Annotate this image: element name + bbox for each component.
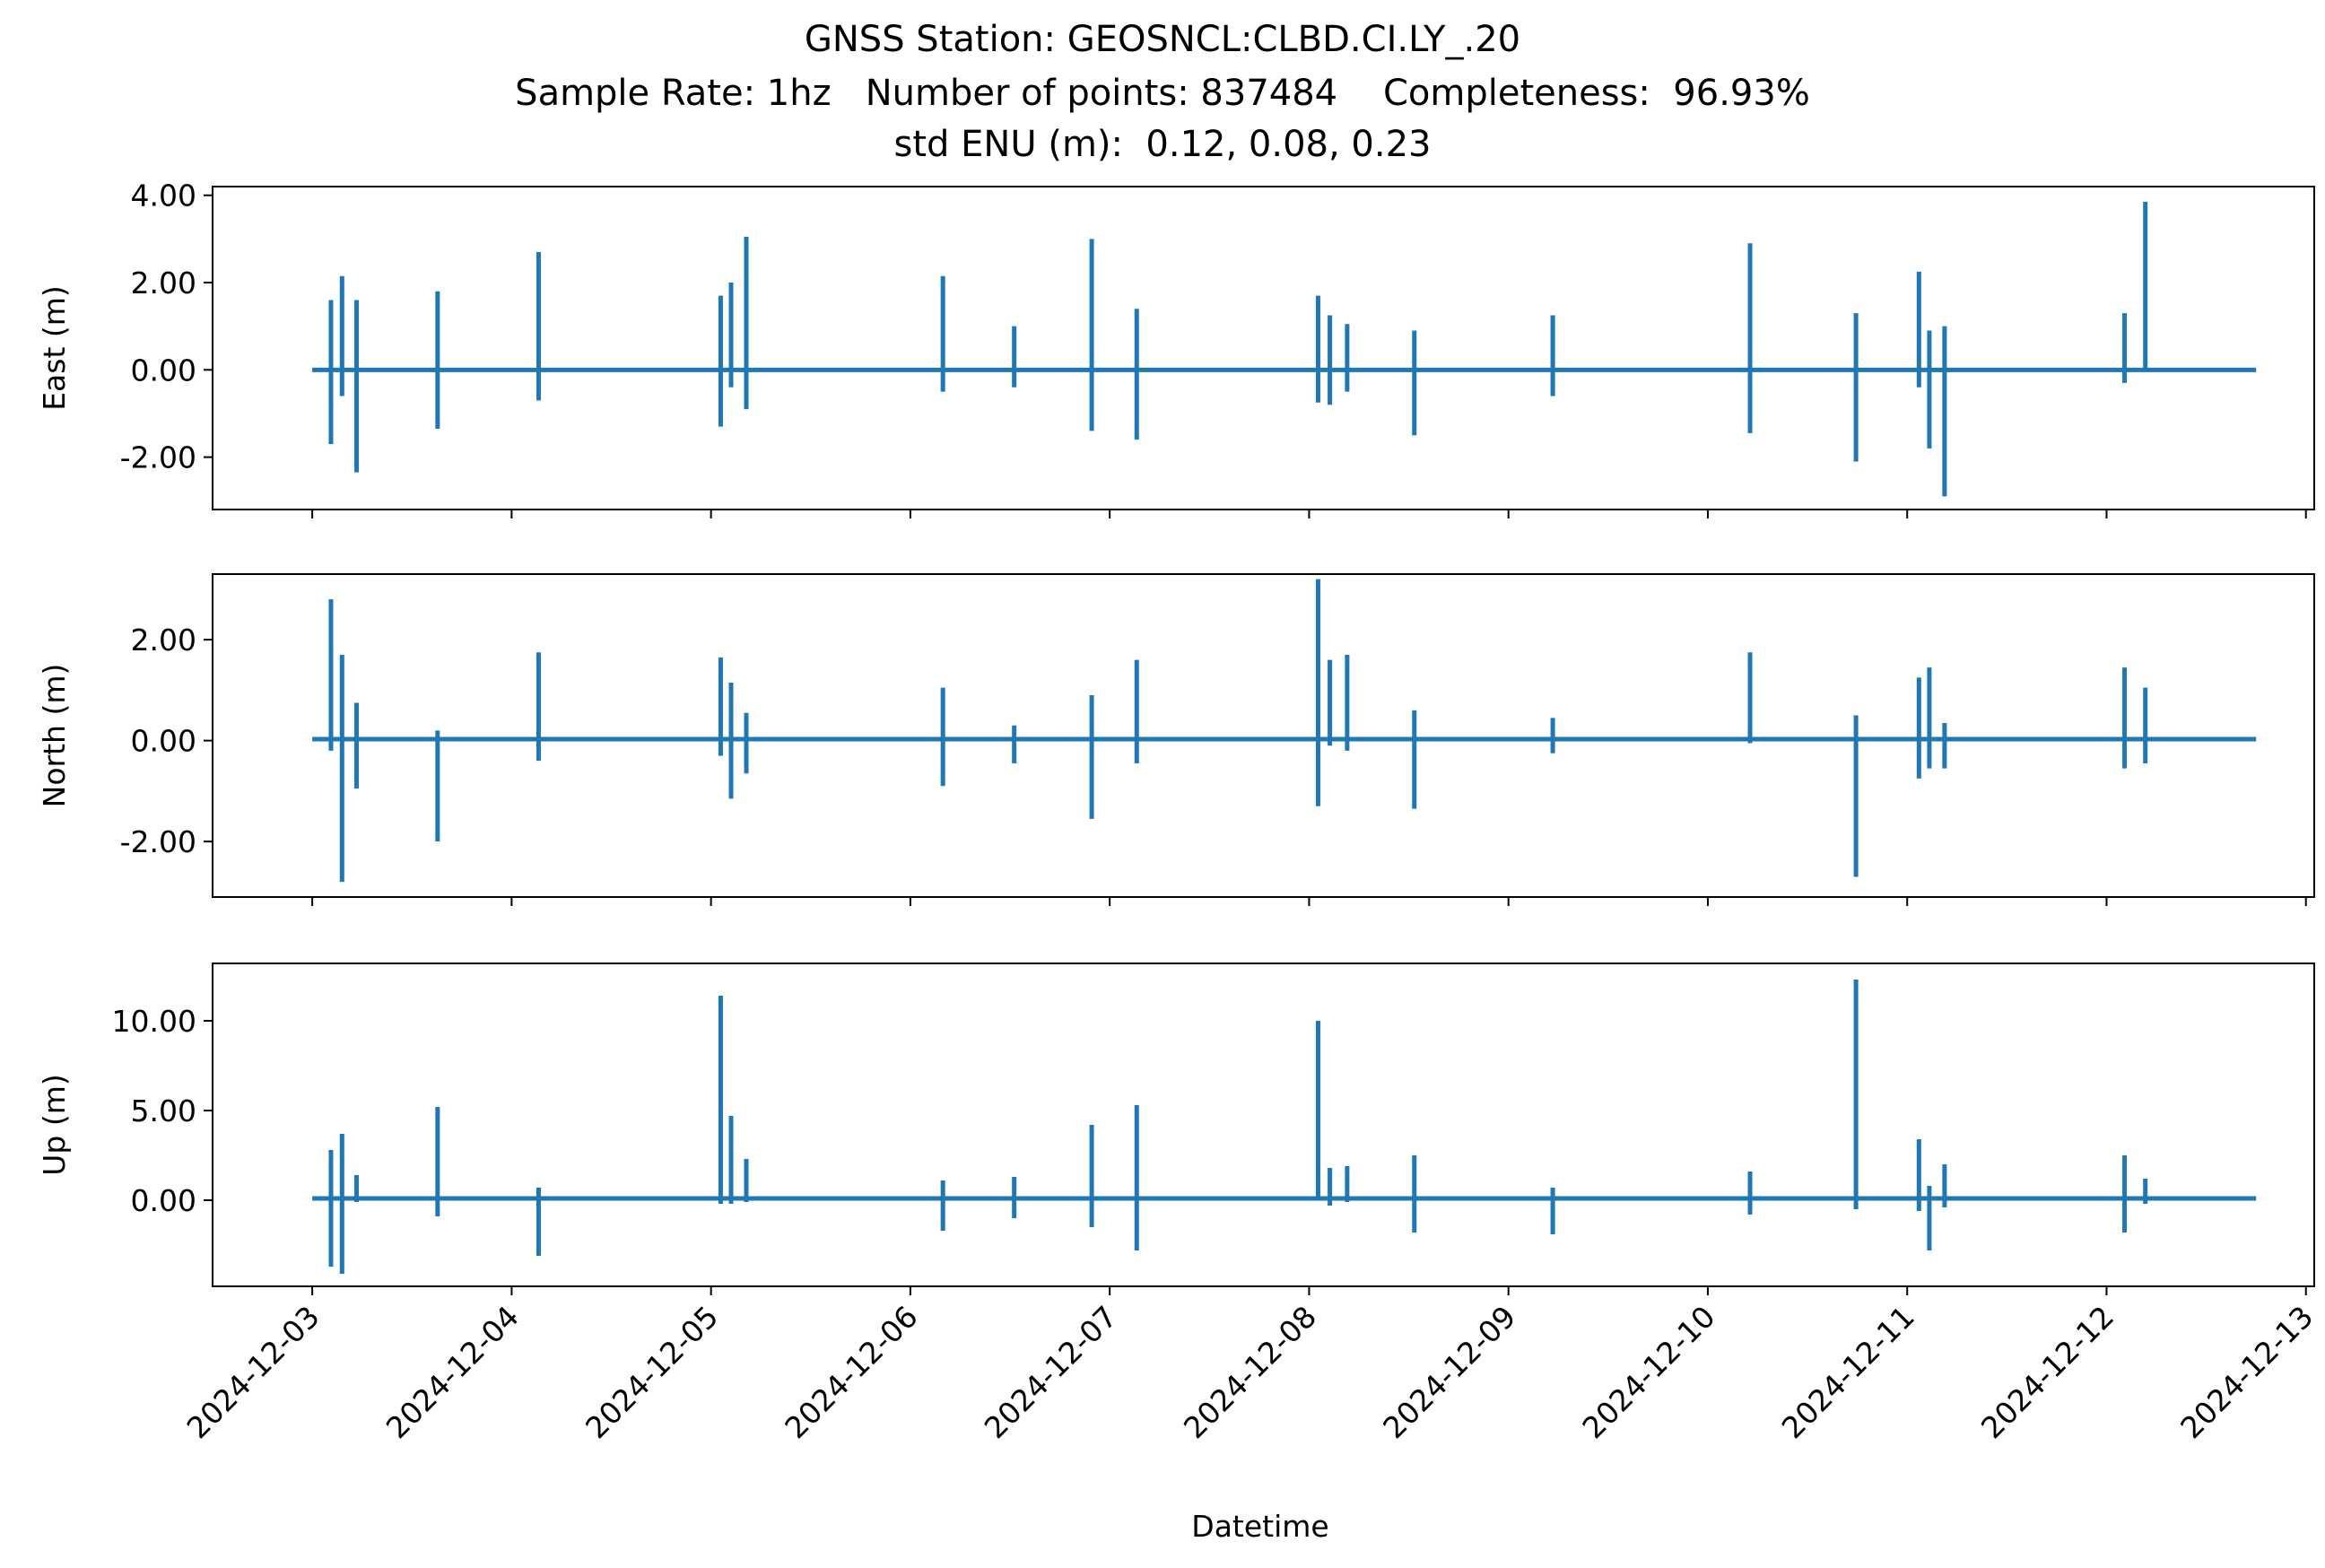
chart-subtitle-sampling: Sample Rate: 1hz Number of points: 83748… xyxy=(515,73,1810,114)
y-tick-label: 0.00 xyxy=(131,1183,196,1218)
y-tick-label: 10.00 xyxy=(112,1004,196,1039)
axes-frame xyxy=(212,963,2315,1287)
x-tick-label: 2024-12-13 xyxy=(2173,1299,2320,1445)
series-2 xyxy=(312,579,2257,883)
axes-frame xyxy=(212,186,2315,510)
y-tick-label: 0.00 xyxy=(131,724,196,759)
chart-title: GNSS Station: GEOSNCL:CLBD.CI.LY_.20 xyxy=(804,19,1521,60)
series-3 xyxy=(312,980,2257,1274)
axes-frame xyxy=(212,573,2315,898)
panels-layer: -2.00 0.00 2.00 4.00 East (m) -2.00 0.00 2.00 No… xyxy=(37,179,2320,1446)
panel-1: -2.00 0.00 2.00 4.00 East (m) xyxy=(37,179,2315,518)
x-tick-label: 2024-12-12 xyxy=(1974,1299,2120,1445)
x-tick-label: 2024-12-06 xyxy=(778,1299,924,1445)
panel-3: 0.00 5.00 10.00 Up (m) 2024-12-03 2024-12-04 2… xyxy=(37,963,2320,1445)
y-tick-label: -2.00 xyxy=(120,824,196,859)
y-tick-label: 0.00 xyxy=(131,353,196,388)
x-tick-label: 2024-12-09 xyxy=(1376,1299,1522,1445)
y-axis-label: Up (m) xyxy=(37,1074,72,1176)
y-tick-label: -2.00 xyxy=(120,440,196,475)
x-tick-label: 2024-12-08 xyxy=(1177,1299,1323,1445)
x-tick-label: 2024-12-10 xyxy=(1575,1299,1721,1445)
x-tick-label: 2024-12-04 xyxy=(379,1299,526,1445)
series-1 xyxy=(312,202,2257,497)
panel-2: -2.00 0.00 2.00 North (m) xyxy=(37,573,2315,906)
x-axis-label: Datetime xyxy=(1191,1509,1328,1544)
y-tick-label: 5.00 xyxy=(131,1093,196,1128)
y-tick-label: 2.00 xyxy=(131,266,196,301)
x-tick-label: 2024-12-11 xyxy=(1775,1299,1921,1445)
y-tick-label: 2.00 xyxy=(131,623,196,658)
y-axis-label: East (m) xyxy=(37,285,72,411)
x-tick-label: 2024-12-05 xyxy=(579,1299,725,1445)
x-tick-label: 2024-12-03 xyxy=(180,1299,327,1445)
x-tick-label: 2024-12-07 xyxy=(978,1299,1124,1445)
chart-subtitle-std: std ENU (m): 0.12, 0.08, 0.23 xyxy=(893,124,1432,165)
y-tick-label: 4.00 xyxy=(131,179,196,213)
y-axis-label: North (m) xyxy=(37,664,72,808)
